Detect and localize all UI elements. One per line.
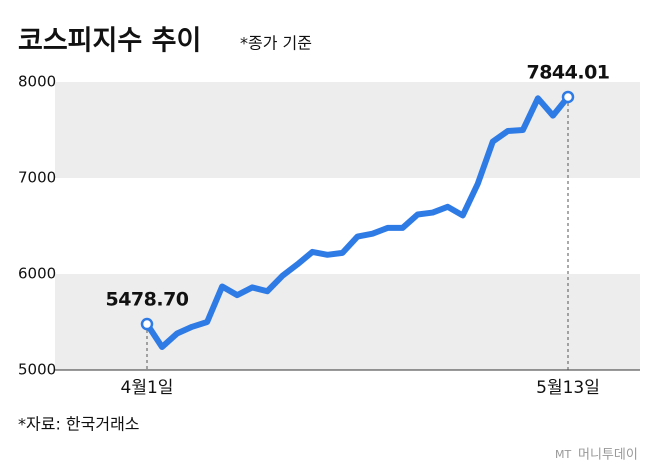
- y-tick-label: 7000: [18, 169, 56, 187]
- y-tick-label: 6000: [18, 265, 56, 283]
- band: [55, 82, 640, 178]
- line: [144, 93, 571, 350]
- chart-subtitle: *종가 기준: [240, 34, 312, 53]
- x-tick-label: 5월13일: [536, 378, 600, 398]
- point-marker: [140, 317, 154, 331]
- watermark: 머니투데이: [578, 448, 638, 463]
- source: *자료: 한국거래소: [18, 415, 140, 434]
- logo: MT: [555, 448, 571, 461]
- point-marker: [561, 90, 575, 104]
- plot-area: 5000 6000 7000 8000 4월1일 5월13일 5478.70 7844.01: [18, 61, 640, 398]
- data-label: 5478.70: [105, 289, 188, 311]
- chart-title: 코스피지수 추이: [18, 26, 201, 57]
- y-tick-label: 5000: [18, 361, 56, 379]
- data-label: 7844.01: [526, 61, 609, 83]
- y-tick-label: 8000: [18, 73, 56, 91]
- x-tick-label: 4월1일: [121, 378, 174, 398]
